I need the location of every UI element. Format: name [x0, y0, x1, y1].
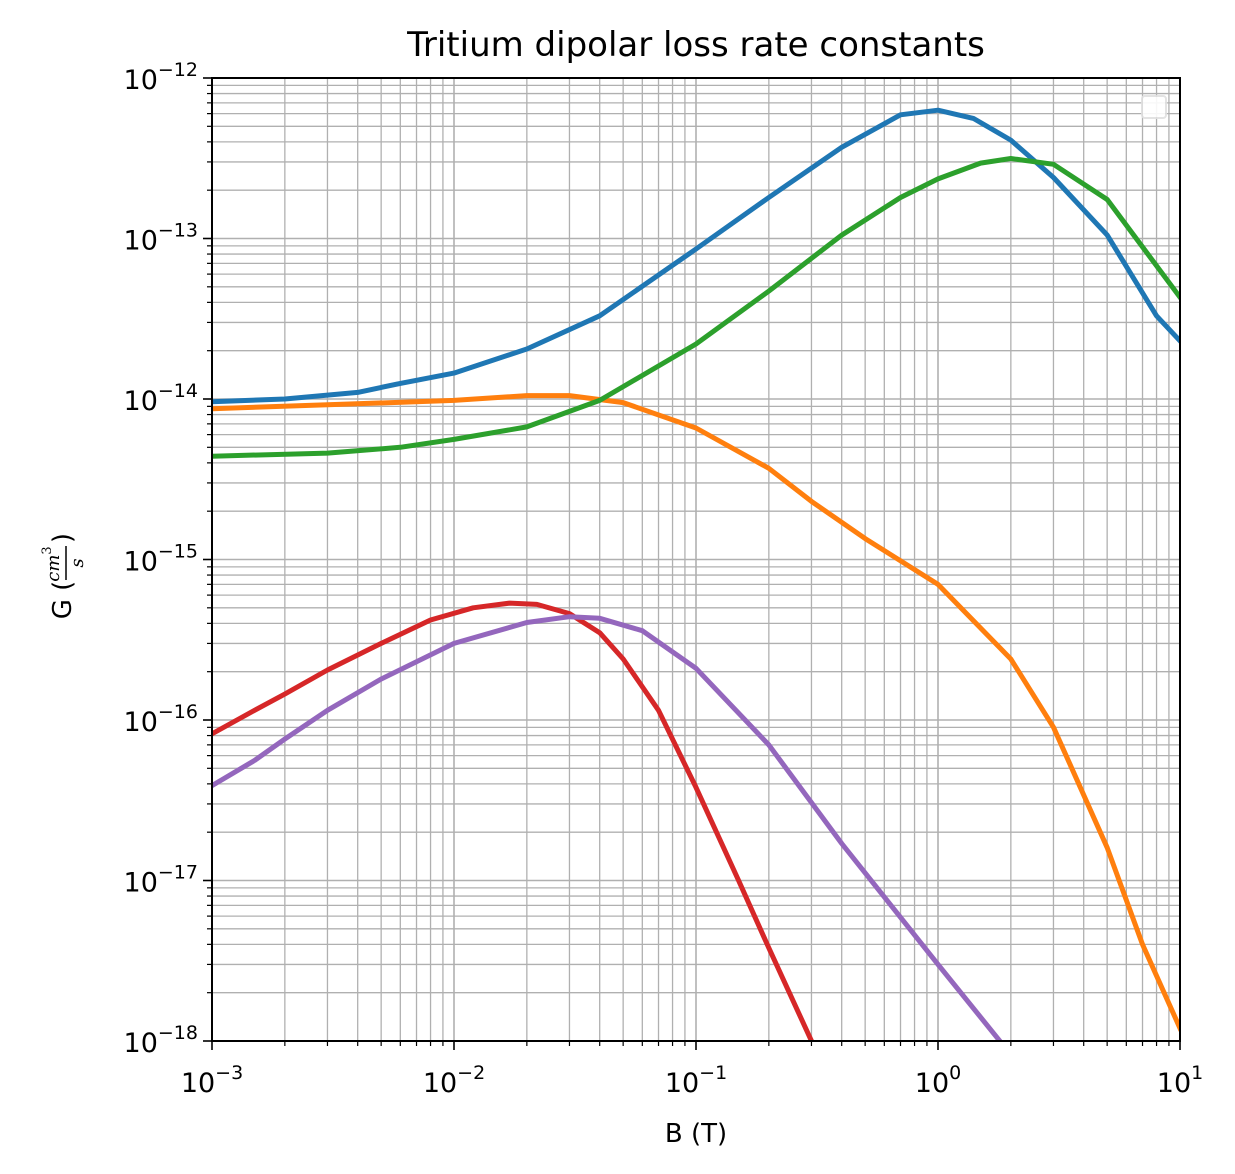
series-line-3 — [212, 156, 1180, 459]
y-axis-label-suffix: ) — [48, 533, 78, 543]
x-tick-labels: 10−3 10−2 10−1 100 101 — [181, 1062, 1203, 1099]
series-line-4 — [212, 600, 815, 1041]
x-tick-label: 10−1 — [665, 1062, 727, 1099]
x-axis-label: B (T) — [665, 1119, 727, 1149]
y-tick-label: 10−18 — [124, 1022, 198, 1059]
series-lines — [212, 107, 1180, 1041]
y-tick-label: 10−13 — [124, 220, 198, 257]
y-tick-label: 10−15 — [124, 541, 198, 578]
y-tick-labels: 10−12 10−13 10−14 10−15 10−16 10−17 10−18 — [124, 59, 198, 1059]
series-line-1 — [212, 107, 1180, 405]
y-tick-label: 10−14 — [124, 380, 198, 417]
x-tick-label: 10−2 — [423, 1062, 485, 1099]
series-line-2 — [212, 393, 1180, 1032]
x-tick-label: 101 — [1157, 1062, 1203, 1099]
y-axis-label-numerator: cm3 — [40, 546, 64, 581]
series-line-5 — [212, 614, 1004, 1041]
y-axis-label: G ( cm3 s ) — [40, 533, 88, 619]
y-axis-label-denominator: s — [67, 558, 88, 567]
chart-title: Tritium dipolar loss rate constants — [406, 25, 985, 65]
y-axis-label-prefix: G ( — [48, 581, 78, 620]
tick-marks — [203, 77, 1181, 1050]
y-tick-label: 10−16 — [124, 701, 198, 738]
y-tick-label: 10−12 — [124, 59, 198, 96]
legend-box — [1141, 95, 1167, 119]
x-tick-label: 100 — [915, 1062, 961, 1099]
x-tick-label: 10−3 — [181, 1062, 243, 1099]
y-tick-label: 10−17 — [124, 862, 198, 899]
